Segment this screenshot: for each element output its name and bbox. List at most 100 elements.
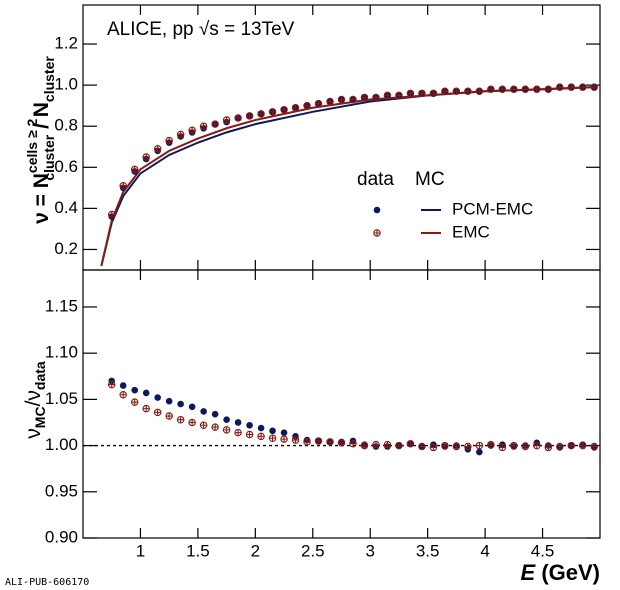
data-point [326, 438, 334, 446]
marker-cross [131, 398, 138, 406]
y-tick-label: 0.90 [45, 527, 78, 546]
data-point [395, 91, 403, 100]
marker-cross [430, 90, 437, 97]
marker-cross [280, 106, 288, 113]
data-point [165, 397, 173, 405]
data-point [211, 423, 219, 431]
data-point [372, 93, 380, 102]
data-point [211, 410, 219, 418]
y-tick-label: 0.8 [54, 116, 78, 135]
marker-cross [395, 92, 403, 99]
y-axis-label: ν = Ncells ≥ 2cluster / Ncluster [24, 56, 57, 224]
marker-cross [280, 435, 288, 443]
marker-cross [292, 436, 299, 444]
label-part: E [521, 560, 537, 585]
data-point [510, 85, 518, 93]
legend-marker [373, 229, 381, 237]
marker-cross [568, 442, 575, 449]
data-point [464, 87, 472, 96]
data-point [590, 83, 599, 91]
legend-label: EMC [452, 222, 490, 241]
data-point [487, 440, 495, 449]
data-point [406, 439, 415, 448]
x-tick-label: 1 [136, 541, 145, 560]
marker-cross [487, 86, 495, 93]
marker-cross [349, 440, 357, 447]
data-point [234, 428, 242, 437]
label-part: ν = N [30, 173, 53, 224]
mc-line [100, 86, 595, 267]
data-point [406, 89, 415, 98]
marker-cross [326, 438, 334, 446]
marker-cross [579, 83, 586, 91]
marker-cross [165, 137, 173, 144]
marker-cross [407, 440, 414, 447]
y-tick-label: 1.10 [45, 343, 78, 362]
data-point [372, 440, 380, 449]
marker-cross [211, 423, 219, 431]
data-point [418, 89, 426, 98]
marker-cross [464, 88, 472, 95]
data-point [314, 99, 323, 108]
data-point [223, 416, 230, 424]
data-point [326, 97, 334, 106]
data-point [130, 165, 139, 174]
label-part: cluster [41, 56, 57, 102]
marker-cross [556, 443, 563, 450]
marker-cross [372, 441, 380, 448]
marker-cross [292, 104, 299, 111]
marker-cross [361, 94, 368, 101]
data-point [130, 398, 139, 406]
data-point [165, 412, 173, 420]
data-point [349, 95, 357, 104]
y-axis-label: νMC/νdata [22, 361, 48, 439]
marker-cross [430, 444, 437, 451]
marker-cross [338, 96, 345, 103]
marker-cross [407, 90, 414, 97]
data-point [441, 441, 449, 450]
marker-cross [165, 412, 173, 420]
marker-cross [499, 86, 506, 93]
marker-cross [556, 83, 563, 91]
data-point [107, 210, 116, 219]
footer: ALI-PUB-606170 [5, 577, 89, 588]
data-point [268, 434, 277, 442]
marker-cross [326, 98, 334, 105]
data-point [349, 439, 357, 448]
data-point [245, 430, 254, 439]
marker-cross [384, 441, 391, 448]
data-point [452, 442, 461, 451]
label-part: cells ≥ 2 [24, 118, 40, 173]
y-tick-label: 0.2 [54, 239, 78, 258]
y-tick-label: 1.2 [54, 34, 78, 53]
marker-cross [510, 442, 518, 449]
marker-cross [234, 114, 242, 122]
marker-cross [120, 391, 127, 398]
data-point [498, 443, 507, 452]
data-point [142, 153, 150, 161]
marker-cross [384, 92, 391, 99]
data-point [291, 436, 300, 444]
x-tick-label: 3 [365, 541, 374, 560]
data-point [579, 83, 587, 91]
label-part: MC [32, 406, 48, 428]
marker-cross [510, 86, 518, 93]
data-point [429, 443, 438, 452]
data-point [291, 103, 300, 112]
marker-cross [418, 90, 426, 97]
legend-header: data [357, 169, 394, 190]
data-point [119, 382, 127, 389]
data-point [211, 120, 219, 128]
data-point [119, 182, 127, 190]
plot-frame [82, 4, 601, 271]
marker-cross [373, 229, 381, 237]
x-tick-label: 3.5 [416, 541, 440, 560]
label-part: /ν [22, 390, 45, 406]
data-point [533, 85, 541, 93]
data-point [176, 415, 185, 424]
data-point [498, 85, 507, 93]
marker-cross [453, 88, 460, 95]
data-point [269, 427, 276, 435]
marker-cross [361, 442, 368, 449]
